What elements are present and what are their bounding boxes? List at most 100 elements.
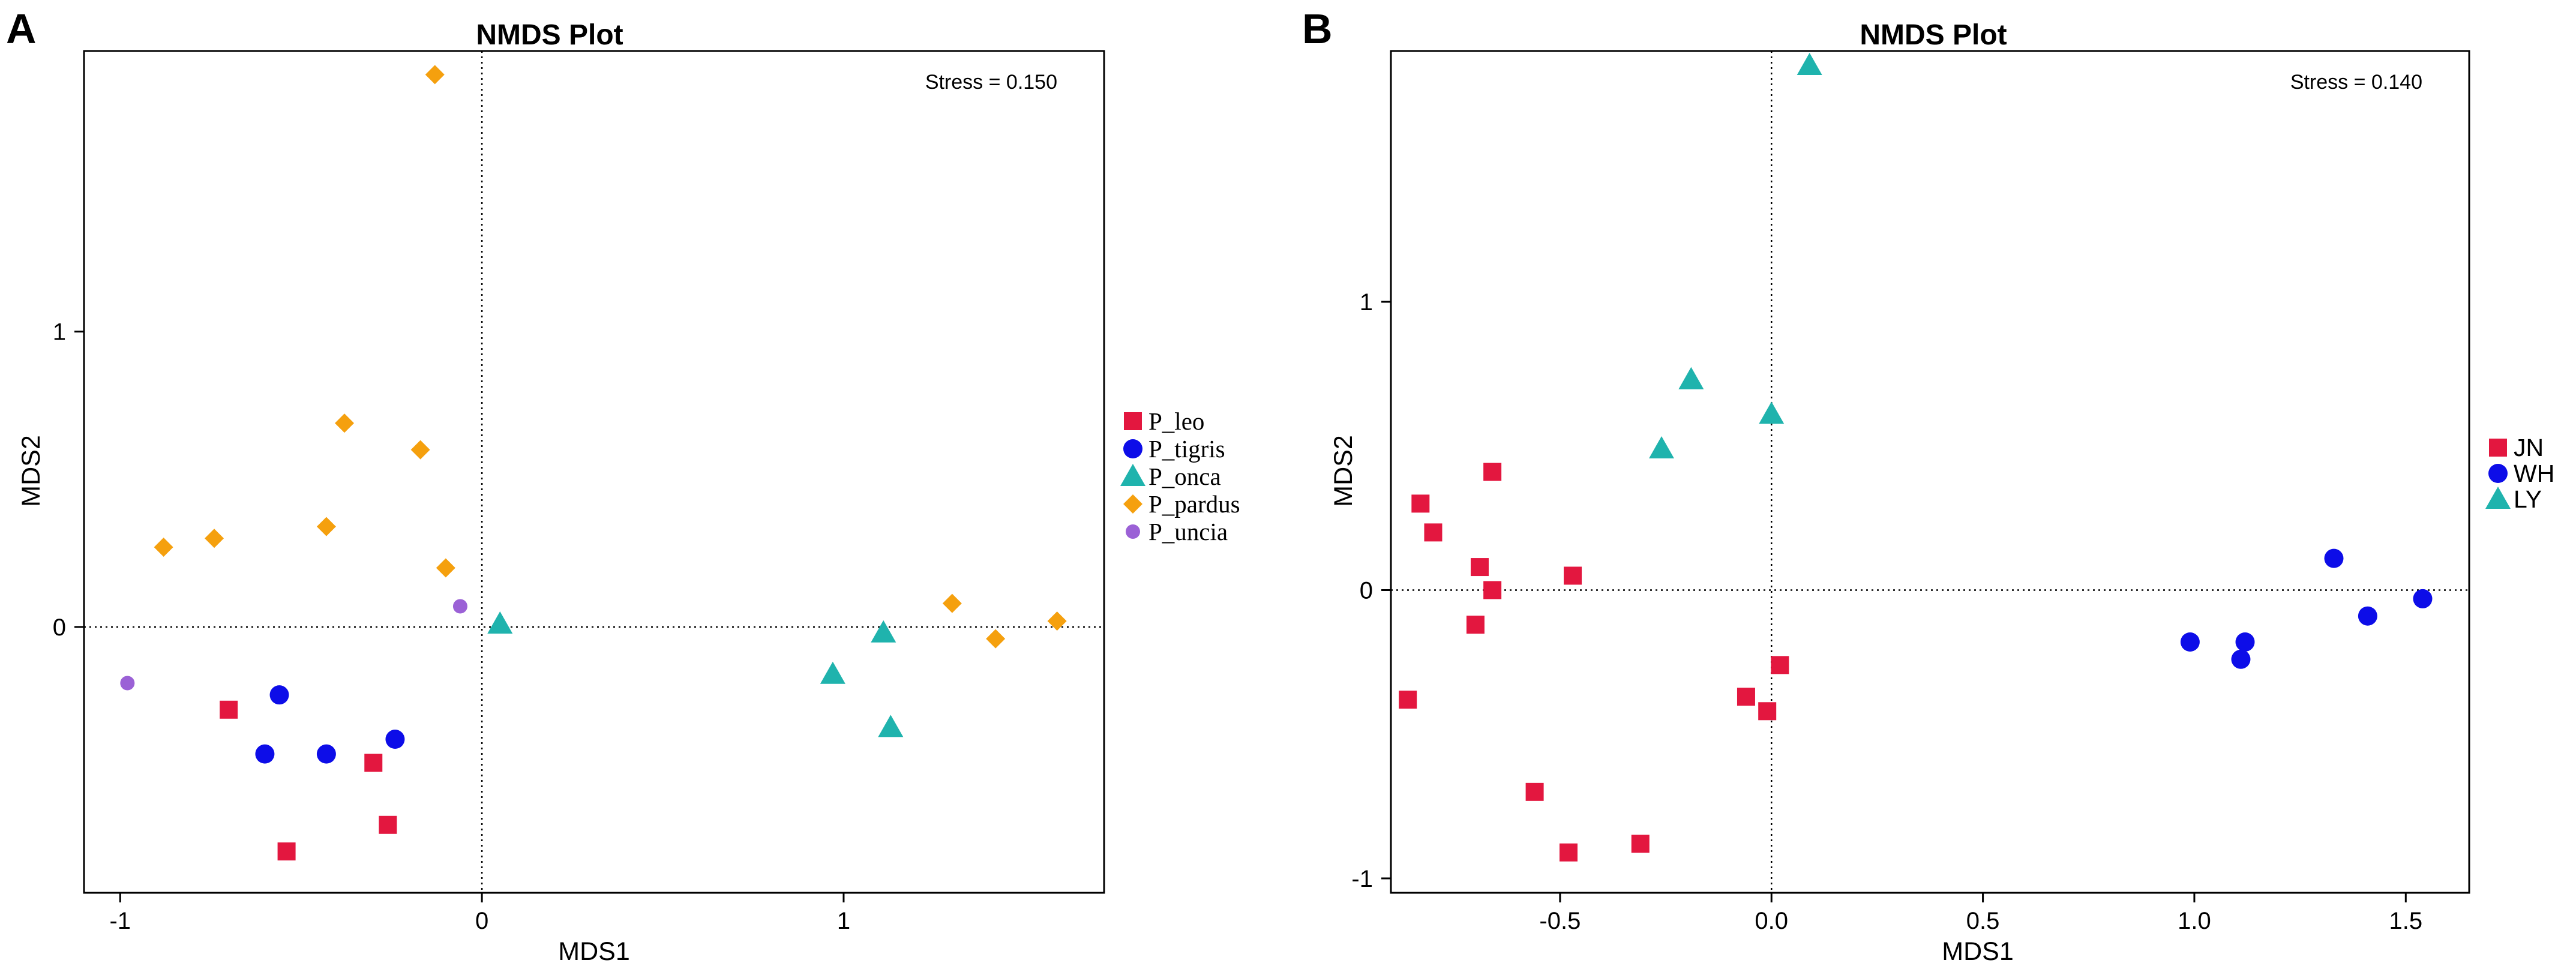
point-jn <box>1758 702 1777 721</box>
point-ly <box>1759 401 1785 424</box>
point-p-pardus <box>1047 611 1067 631</box>
point-p-uncia <box>120 676 135 691</box>
x-tick-label: 0.0 <box>1755 908 1788 934</box>
point-jn <box>1559 843 1578 862</box>
y-axis-label: MDS2 <box>1329 435 1358 506</box>
chart-title: NMDS Plot <box>1860 19 2007 51</box>
legend-marker-p-tigris <box>1123 439 1142 458</box>
point-p-tigris <box>269 685 289 705</box>
legend-marker-p-onca <box>1120 464 1145 486</box>
legend-label-p-uncia: P_uncia <box>1148 518 1228 545</box>
point-p-pardus <box>410 440 430 460</box>
point-jn <box>1525 782 1544 801</box>
point-p-pardus <box>425 65 445 85</box>
point-jn <box>1470 558 1489 577</box>
point-p-onca <box>487 611 513 634</box>
point-ly <box>1797 53 1822 76</box>
legend-marker-ly <box>2485 487 2511 509</box>
point-jn <box>1399 691 1417 709</box>
point-p-pardus <box>205 529 224 548</box>
y-axis-label: MDS2 <box>17 435 46 506</box>
legend-marker-jn <box>2489 439 2507 457</box>
point-p-pardus <box>942 593 962 613</box>
data-points <box>120 65 1067 861</box>
x-tick-label: 1.5 <box>2389 908 2422 934</box>
point-p-pardus <box>154 538 173 557</box>
legend-label-p-pardus: P_pardus <box>1148 490 1240 518</box>
x-tick-label: 1 <box>837 908 850 934</box>
point-jn <box>1424 523 1443 542</box>
x-axis: -1 0 1 <box>109 893 850 934</box>
point-jn <box>1411 494 1430 513</box>
x-axis-label: MDS1 <box>558 937 629 966</box>
legend-label-ly: LY <box>2514 485 2542 513</box>
y-tick-label: 0 <box>53 614 66 641</box>
legend-label-wh: WH <box>2514 460 2554 487</box>
legend-marker-p-pardus <box>1123 494 1142 514</box>
plot-frame <box>1390 50 2470 894</box>
y-axis: 01 <box>53 319 84 641</box>
panel-a: A NMDS Plot Stress = 0.150 MDS1 MDS2 -1 0… <box>6 5 1240 966</box>
point-jn <box>1771 656 1789 674</box>
point-jn <box>1483 581 1502 599</box>
point-ly <box>1678 367 1704 389</box>
data-points <box>1399 53 2433 862</box>
point-p-uncia <box>452 599 467 614</box>
plot-frame <box>83 50 1105 894</box>
stress-label: Stress = 0.150 <box>925 71 1057 94</box>
point-p-leo <box>220 700 238 719</box>
point-p-leo <box>379 815 397 834</box>
point-jn <box>1737 688 1755 706</box>
x-tick-label: 0 <box>475 908 488 934</box>
point-p-leo <box>277 842 296 861</box>
legend-marker-wh <box>2488 464 2508 483</box>
point-wh <box>2324 548 2344 568</box>
point-jn <box>1483 463 1502 481</box>
point-p-pardus <box>986 629 1006 649</box>
point-p-tigris <box>316 744 336 764</box>
panel-b: B NMDS Plot Stress = 0.140 MDS1 MDS2 -0.… <box>1302 5 2554 966</box>
point-p-tigris <box>255 744 275 764</box>
point-p-pardus <box>436 558 455 578</box>
panel-label: A <box>6 5 37 52</box>
x-tick-label: -0.5 <box>1539 908 1581 934</box>
legend-label-jn: JN <box>2514 434 2544 461</box>
point-wh <box>2231 649 2251 669</box>
reference-lines <box>1391 51 2469 893</box>
point-jn <box>1564 566 1582 585</box>
legend-label-p-tigris: P_tigris <box>1148 435 1225 463</box>
y-tick-label: 1 <box>53 319 66 346</box>
x-tick-label: 1.0 <box>2178 908 2211 934</box>
point-wh <box>2180 632 2200 652</box>
point-ly <box>1649 436 1675 459</box>
y-tick-label: 0 <box>1360 577 1373 604</box>
point-p-pardus <box>335 413 355 433</box>
x-axis: -0.5 0.0 0.5 1.0 1.5 <box>1539 893 2422 934</box>
y-tick-label: -1 <box>1351 866 1373 892</box>
point-wh <box>2413 589 2433 608</box>
x-axis-label: MDS1 <box>1942 937 2013 966</box>
point-jn <box>1631 835 1650 853</box>
y-axis: -1 0 1 <box>1351 289 1391 892</box>
legend-label-p-leo: P_leo <box>1148 407 1204 435</box>
point-wh <box>2235 632 2255 652</box>
legend-label-p-onca: P_onca <box>1148 463 1221 490</box>
panel-label: B <box>1302 5 1333 52</box>
legend-marker-p-leo <box>1124 412 1142 430</box>
point-jn <box>1466 616 1485 634</box>
point-p-onca <box>820 661 845 684</box>
point-p-pardus <box>316 517 336 536</box>
point-wh <box>2358 606 2377 626</box>
point-p-tigris <box>385 730 405 749</box>
point-p-onca <box>871 620 896 643</box>
point-p-onca <box>878 715 904 737</box>
x-tick-label: -1 <box>109 908 131 934</box>
legend-marker-p-uncia <box>1126 524 1140 539</box>
x-tick-label: 0.5 <box>1966 908 2000 934</box>
stress-label: Stress = 0.140 <box>2290 71 2422 94</box>
chart-title: NMDS Plot <box>476 19 623 51</box>
